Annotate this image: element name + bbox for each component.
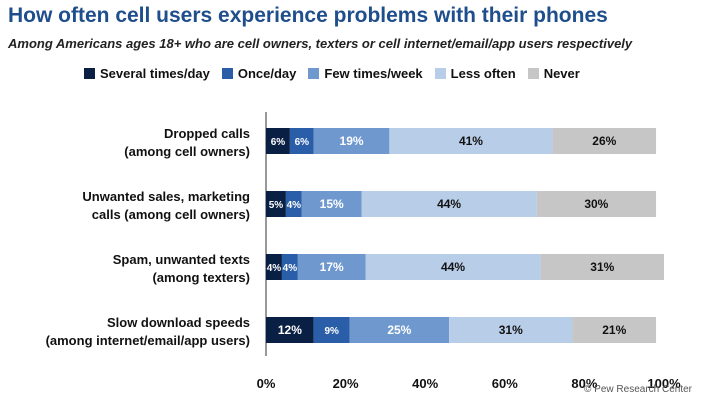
bar-value-label: 21% [602, 323, 626, 337]
bar-segment [536, 191, 657, 217]
bar-value-label: 9% [324, 326, 339, 337]
bar-segment [266, 254, 282, 280]
x-tick-label: 100% [647, 376, 681, 391]
bar-segment [289, 128, 314, 154]
bar-segment [572, 317, 657, 343]
x-tick-label: 60% [492, 376, 518, 391]
category-label: Unwanted sales, marketing [82, 189, 250, 204]
legend-item: Several times/day [84, 66, 210, 81]
legend-item: Never [527, 66, 580, 81]
legend-swatch [527, 68, 539, 79]
legend-label: Once/day [237, 66, 297, 81]
bar-segment [266, 191, 286, 217]
bar-value-label: 19% [340, 134, 364, 148]
bar-segment [552, 128, 657, 154]
x-tick-label: 0% [257, 376, 276, 391]
category-label: (among internet/email/app users) [46, 333, 250, 348]
legend-swatch [308, 68, 320, 79]
category-label: Spam, unwanted texts [113, 252, 250, 267]
source-note: © Pew Research Center [584, 384, 692, 395]
bar-value-label: 6% [271, 137, 286, 148]
bar-value-label: 4% [283, 263, 298, 274]
bar-segment [281, 254, 298, 280]
bar-value-label: 44% [437, 197, 461, 211]
category-label: (among texters) [152, 270, 250, 285]
legend-label: Few times/week [324, 66, 423, 81]
bar-value-label: 4% [267, 263, 282, 274]
bar-segment [313, 128, 390, 154]
bar-value-label: 31% [499, 323, 523, 337]
bar-segment [540, 254, 664, 280]
legend-item: Once/day [221, 66, 297, 81]
legend-label: Never [543, 66, 580, 81]
chart-title: How often cell users experience problems… [8, 4, 608, 27]
category-label: calls (among cell owners) [92, 207, 250, 222]
bar-segment [266, 317, 314, 343]
legend-swatch [84, 68, 95, 79]
bar-value-label: 5% [269, 200, 284, 211]
bar-value-label: 12% [278, 323, 302, 337]
bar-value-label: 31% [590, 260, 614, 274]
bar-segment [389, 128, 553, 154]
legend: Several times/day Once/day Few times/week L… [84, 66, 580, 81]
category-label: Dropped calls [164, 126, 250, 141]
legend-label: Several times/day [100, 66, 210, 81]
bar-segment [266, 128, 290, 154]
x-tick-label: 40% [412, 376, 438, 391]
category-label: Slow download speeds [107, 315, 250, 330]
bar-value-label: 44% [441, 260, 465, 274]
bar-segment [297, 254, 366, 280]
legend-label: Less often [450, 66, 516, 81]
x-tick-label: 20% [333, 376, 359, 391]
legend-swatch [221, 68, 233, 79]
bar-segment [365, 254, 541, 280]
legend-item: Few times/week [308, 66, 423, 81]
legend-item: Less often [434, 66, 516, 81]
bar-value-label: 17% [320, 260, 344, 274]
bar-value-label: 30% [584, 197, 608, 211]
bar-segment [313, 317, 350, 343]
legend-swatch [434, 68, 446, 79]
bar-segment [285, 191, 302, 217]
bar-value-label: 6% [295, 137, 310, 148]
bar-value-label: 4% [287, 200, 302, 211]
x-tick-label: 80% [571, 376, 597, 391]
bar-value-label: 41% [459, 134, 483, 148]
bar-value-label: 15% [320, 197, 344, 211]
chart-subtitle: Among Americans ages 18+ who are cell ow… [8, 36, 633, 51]
bar-value-label: 26% [592, 134, 616, 148]
bar-segment [449, 317, 573, 343]
bar-segment [301, 191, 362, 217]
bar-segment [349, 317, 450, 343]
bar-segment [361, 191, 537, 217]
category-label: (among cell owners) [124, 144, 250, 159]
bar-value-label: 25% [387, 323, 411, 337]
